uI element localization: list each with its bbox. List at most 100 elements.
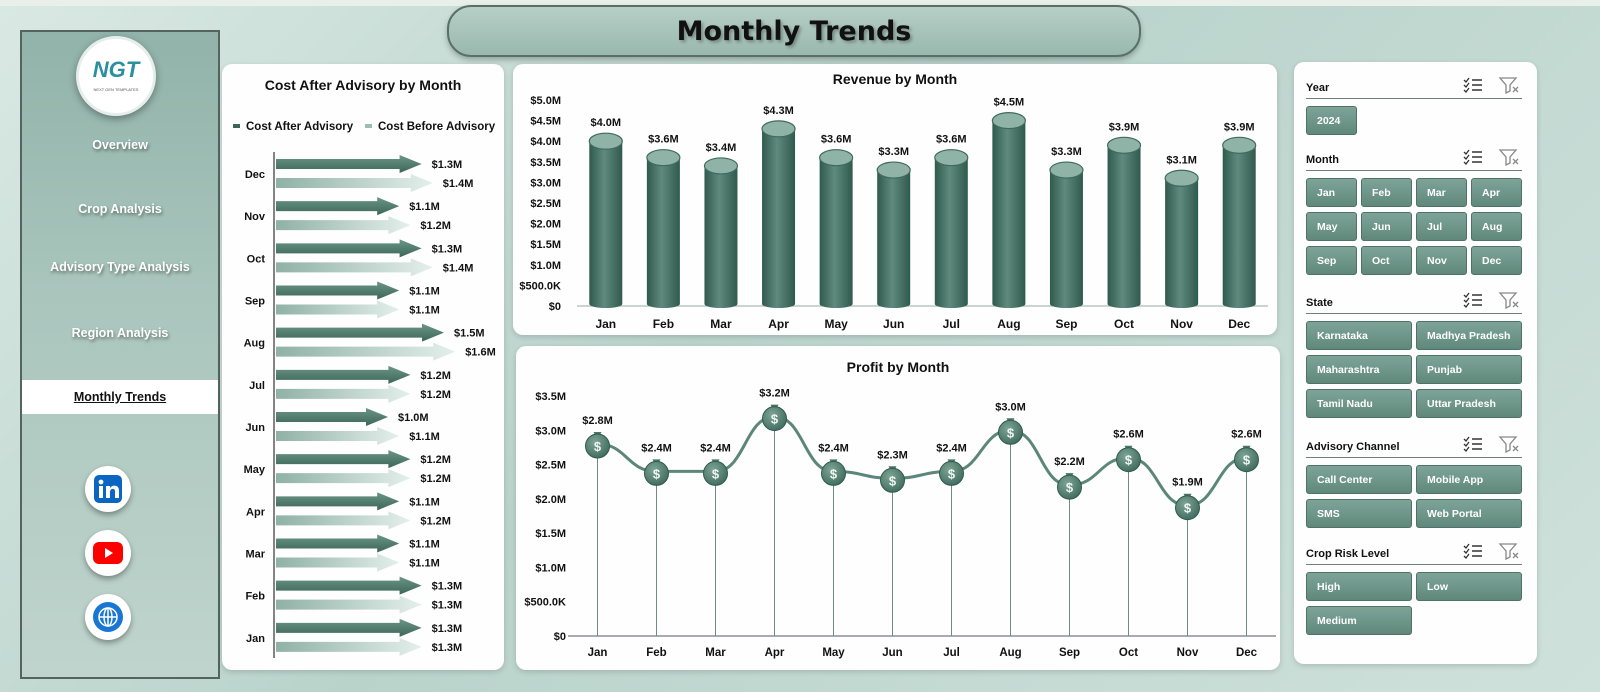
cost-category-label: Jun [245,422,265,434]
profit-y-tick: $1.5M [535,528,566,540]
cost-data-label: $1.4M [443,178,474,190]
profit-x-label: Apr [765,647,785,659]
profit-data-label: $2.6M [1113,429,1144,441]
multi-select-icon[interactable] [1462,76,1484,94]
profit-money-bag-marker: $ [703,459,728,486]
cost-category-label: Oct [247,253,266,265]
multi-select-icon[interactable] [1462,435,1484,453]
slicer-item[interactable]: Sep [1306,246,1357,275]
cost-data-label: $1.6M [465,347,496,359]
cost-data-label: $1.1M [409,558,440,570]
slicer-item[interactable]: Jul [1416,212,1467,241]
profit-x-label: Jan [588,647,608,659]
revenue-data-label: $3.6M [648,134,679,146]
linkedin-button[interactable] [85,466,131,512]
revenue-x-label: May [824,317,848,331]
globe-icon [93,602,123,632]
website-button[interactable] [85,594,131,640]
cost-after-arrow [276,408,388,426]
slicer-item[interactable]: Oct [1361,246,1412,275]
cost-data-label: $1.2M [420,515,451,527]
clear-filter-icon[interactable] [1498,542,1520,560]
slicer-item[interactable]: Maharashtra [1306,355,1412,384]
slicer-item[interactable]: May [1306,212,1357,241]
slicer-item[interactable]: Web Portal [1416,499,1522,528]
revenue-bar-top [761,120,796,138]
slicer-item[interactable]: Tamil Nadu [1306,389,1412,418]
youtube-button[interactable] [85,530,131,576]
slicer-panel: Year 2024 Month Jan Feb Mar Apr May Jun Jul Aug S… [1294,62,1537,664]
profit-x-label: Aug [999,647,1021,659]
slicer-item[interactable]: Jun [1361,212,1412,241]
slicer-item[interactable]: Uttar Pradesh [1416,389,1522,418]
revenue-x-label: Apr [768,317,789,331]
cost-before-arrow [276,216,411,235]
svg-text:$: $ [830,466,838,481]
slicer-item[interactable]: Punjab [1416,355,1522,384]
profit-y-tick: $500.0K [524,597,566,609]
slicer-item[interactable]: Low [1416,572,1522,601]
revenue-chart: $0 $500.0K $1.0M $1.5M $2.0M $2.5M $3.0M $3.5M $… [519,95,1268,331]
slicer-item[interactable]: High [1306,572,1412,601]
cost-after-arrow [276,618,422,637]
nav-monthly-trends[interactable]: Monthly Trends [22,380,218,414]
revenue-bar [1107,145,1141,308]
cost-after-arrow [276,323,444,342]
slicer-item[interactable]: Madhya Pradesh [1416,321,1522,350]
slicer-item[interactable]: Karnataka [1306,321,1412,350]
profit-x-label: Nov [1177,647,1199,659]
slicer-item[interactable]: SMS [1306,499,1412,528]
slicer-item[interactable]: Nov [1416,246,1467,275]
revenue-data-label: $4.3M [763,105,794,117]
slicer-item[interactable]: Dec [1471,246,1522,275]
slicer-item[interactable]: 2024 [1306,106,1357,135]
clear-filter-icon[interactable] [1498,76,1520,94]
nav-overview[interactable]: Overview [92,138,148,152]
slicer-item[interactable]: Apr [1471,178,1522,207]
svg-text:$: $ [889,473,897,488]
revenue-data-label: $4.0M [591,117,622,129]
ngt-logo[interactable]: NGT NEXT GEN TEMPLATES [76,36,156,116]
multi-select-icon[interactable] [1462,542,1484,560]
revenue-bar-top [876,161,911,179]
multi-select-icon[interactable] [1462,291,1484,309]
title-bar: Monthly Trends [447,5,1141,57]
slicer-item[interactable]: Aug [1471,212,1522,241]
clear-filter-icon[interactable] [1498,435,1520,453]
nav-advisory-type-analysis[interactable]: Advisory Type Analysis [50,260,190,274]
slicer-item[interactable]: Mar [1416,178,1467,207]
linkedin-icon [94,475,122,503]
revenue-y-tick: $2.5M [530,198,561,210]
cost-before-arrow [276,384,411,403]
slicer-label: Month [1306,154,1339,166]
slicer-item[interactable]: Call Center [1306,465,1412,494]
youtube-icon [93,542,123,564]
nav-crop-analysis[interactable]: Crop Analysis [78,202,162,216]
revenue-bar-top [1106,136,1142,154]
revenue-bar-top [991,111,1026,130]
cost-before-arrow [276,427,400,445]
multi-select-icon[interactable] [1462,148,1484,166]
revenue-y-tick: $1.5M [530,239,561,251]
page-title: Monthly Trends [676,15,912,47]
revenue-y-tick: $4.0M [530,136,561,148]
cost-after-arrow [276,450,411,469]
cost-before-arrow [276,595,422,614]
revenue-bar-top [1164,169,1199,187]
slicer-divider [1306,564,1522,565]
slicer-divider [1306,98,1522,99]
slicer-item[interactable]: Feb [1361,178,1412,207]
cost-category-label: Jan [246,633,265,645]
nav-region-analysis[interactable]: Region Analysis [71,326,169,340]
clear-filter-icon[interactable] [1498,291,1520,309]
slicer-item[interactable]: Medium [1306,606,1412,635]
revenue-bar [646,157,680,308]
slicer-item[interactable]: Mobile App [1416,465,1522,494]
slicer-label: Advisory Channel [1306,441,1400,453]
clear-filter-icon[interactable] [1498,148,1520,166]
slicer-item[interactable]: Jan [1306,178,1357,207]
revenue-bar [1049,170,1083,308]
profit-data-label: $3.2M [759,388,790,400]
cost-data-label: $1.4M [443,262,474,274]
cost-before-arrow [276,553,400,572]
